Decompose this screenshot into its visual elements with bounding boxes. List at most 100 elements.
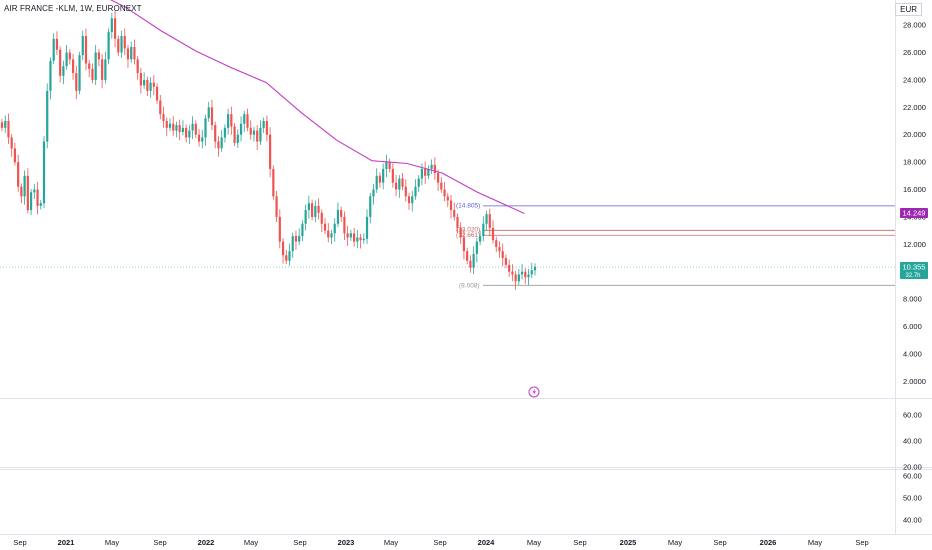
candle[interactable] xyxy=(353,227,356,247)
candle[interactable] xyxy=(533,263,537,276)
candle[interactable] xyxy=(440,177,443,193)
candle[interactable] xyxy=(436,169,440,192)
candle[interactable] xyxy=(508,259,511,277)
candle[interactable] xyxy=(259,120,262,145)
candle[interactable] xyxy=(13,142,17,166)
candle[interactable] xyxy=(36,181,39,215)
candle[interactable] xyxy=(243,110,246,133)
candle[interactable] xyxy=(446,192,449,208)
candle[interactable] xyxy=(165,117,168,137)
candle[interactable] xyxy=(495,236,498,253)
candle[interactable] xyxy=(120,30,123,58)
candlestick-series[interactable] xyxy=(0,10,537,290)
candle[interactable] xyxy=(26,168,29,214)
candle[interactable] xyxy=(491,220,495,244)
candle[interactable] xyxy=(285,249,288,265)
candle[interactable] xyxy=(520,264,524,280)
candle[interactable] xyxy=(385,154,388,178)
candle[interactable] xyxy=(143,72,146,89)
candle[interactable] xyxy=(449,194,453,219)
candle[interactable] xyxy=(517,268,520,285)
candle[interactable] xyxy=(343,211,346,241)
candle[interactable] xyxy=(459,222,462,245)
candle[interactable] xyxy=(398,175,401,198)
candle[interactable] xyxy=(278,209,281,249)
candle[interactable] xyxy=(443,181,446,202)
candle[interactable] xyxy=(23,170,26,205)
candle[interactable] xyxy=(94,44,97,85)
candle[interactable] xyxy=(294,230,298,250)
candle[interactable] xyxy=(68,49,71,65)
candle[interactable] xyxy=(91,63,94,84)
candle[interactable] xyxy=(333,218,336,242)
candle[interactable] xyxy=(172,116,175,136)
candle[interactable] xyxy=(433,157,436,180)
candle[interactable] xyxy=(191,116,194,139)
candle[interactable] xyxy=(498,241,501,258)
candle[interactable] xyxy=(327,223,330,243)
candle[interactable] xyxy=(175,121,178,138)
candle[interactable] xyxy=(33,184,36,199)
candle[interactable] xyxy=(478,230,482,245)
candle[interactable] xyxy=(336,202,340,228)
candle[interactable] xyxy=(20,183,23,204)
candle[interactable] xyxy=(0,118,4,132)
candle[interactable] xyxy=(430,159,433,175)
candle[interactable] xyxy=(249,120,252,140)
time-axis[interactable]: Sep 2021 May Sep 2022 May Sep 2023 May Sep 2024 May… xyxy=(13,538,868,547)
candle[interactable] xyxy=(10,134,13,157)
candle[interactable] xyxy=(194,120,197,139)
candle[interactable] xyxy=(149,77,152,98)
candle[interactable] xyxy=(88,60,91,78)
candle[interactable] xyxy=(246,108,249,132)
candle[interactable] xyxy=(207,101,210,122)
candle[interactable] xyxy=(223,124,226,143)
candle[interactable] xyxy=(314,200,317,222)
candle[interactable] xyxy=(485,210,488,231)
candle[interactable] xyxy=(272,165,275,200)
moving-average-line[interactable] xyxy=(55,0,525,215)
candle[interactable] xyxy=(162,106,165,128)
candle[interactable] xyxy=(178,119,181,141)
candle[interactable] xyxy=(417,175,420,192)
candle[interactable] xyxy=(139,67,143,94)
candle[interactable] xyxy=(298,228,301,245)
candle[interactable] xyxy=(388,158,391,173)
candle[interactable] xyxy=(62,60,65,85)
candle[interactable] xyxy=(52,33,55,65)
candle[interactable] xyxy=(281,238,285,264)
candle[interactable] xyxy=(168,118,172,132)
candle[interactable] xyxy=(382,163,385,190)
candle[interactable] xyxy=(482,216,485,242)
candle[interactable] xyxy=(472,246,475,275)
candle[interactable] xyxy=(372,184,375,205)
candle[interactable] xyxy=(84,28,88,71)
candle[interactable] xyxy=(469,255,472,273)
candle[interactable] xyxy=(378,172,382,188)
candle[interactable] xyxy=(404,179,407,202)
candle[interactable] xyxy=(188,125,191,145)
candle[interactable] xyxy=(262,117,265,133)
candle[interactable] xyxy=(126,44,130,68)
candle[interactable] xyxy=(269,127,272,178)
candle[interactable] xyxy=(97,49,101,67)
candle[interactable] xyxy=(217,136,220,157)
candle[interactable] xyxy=(75,65,78,100)
candle[interactable] xyxy=(239,116,243,142)
candle[interactable] xyxy=(346,225,349,246)
candle[interactable] xyxy=(317,198,320,220)
candle[interactable] xyxy=(204,114,207,146)
candle[interactable] xyxy=(113,10,117,48)
candle[interactable] xyxy=(236,129,239,148)
candle[interactable] xyxy=(220,129,223,152)
candle[interactable] xyxy=(369,192,372,224)
candle[interactable] xyxy=(7,113,10,145)
candle[interactable] xyxy=(362,233,365,244)
candle[interactable] xyxy=(356,229,359,249)
candle[interactable] xyxy=(411,190,414,212)
candle[interactable] xyxy=(252,127,256,142)
candle[interactable] xyxy=(155,83,159,104)
candle[interactable] xyxy=(453,202,456,221)
candle[interactable] xyxy=(330,229,333,245)
candle[interactable] xyxy=(420,163,424,186)
